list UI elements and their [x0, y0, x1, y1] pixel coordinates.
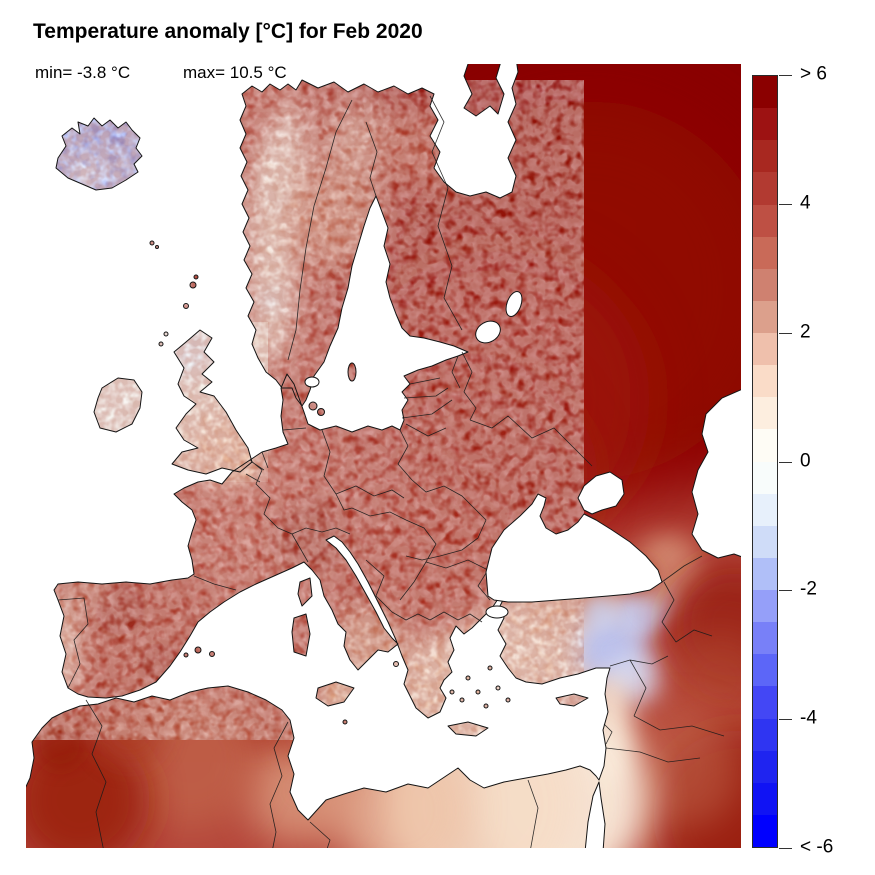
colorbar-segment: [753, 461, 777, 494]
colorbar-segment: [753, 429, 777, 462]
colorbar-tick-mark: [779, 590, 792, 592]
country-borders: [57, 95, 725, 848]
colorbar-segment: [753, 140, 777, 173]
lake-ladoga: [475, 320, 501, 344]
colorbar-segment: [753, 172, 777, 205]
colorbar-legend: > 6 4 2 0 -2 -4 < -6: [752, 64, 833, 858]
sea-of-marmara: [485, 605, 509, 619]
colorbar-segment: [753, 718, 777, 751]
colorbar-tick-label: -4: [800, 707, 817, 729]
colorbar-tick-mark: [779, 203, 792, 205]
colorbar-tick-mark: [779, 848, 792, 849]
max-value-label: max= 10.5 °C: [183, 63, 287, 82]
sea-of-azov: [577, 471, 625, 515]
colorbar-segment: [753, 236, 777, 269]
colorbar-segment: [753, 333, 777, 366]
colorbar-segment: [753, 750, 777, 783]
mottle-texture-dark: [26, 80, 584, 740]
colorbar-segment: [753, 300, 777, 333]
colorbar-segment: [753, 108, 777, 141]
colorbar-segment: [753, 654, 777, 687]
lake-vanern: [304, 376, 320, 388]
colorbar-tick-label: < -6: [800, 836, 834, 858]
black-sea: [485, 493, 663, 603]
colorbar-segment: [753, 557, 777, 590]
colorbar-segment: [753, 622, 777, 655]
colorbar-segment: [753, 493, 777, 526]
colorbar-segment: [753, 782, 777, 815]
colorbar-segment: [753, 365, 777, 398]
colorbar-tick-label: 4: [800, 192, 811, 214]
colorbar-segment: [753, 204, 777, 237]
colorbar-segment: [753, 686, 777, 719]
colorbar-tick-label: 0: [800, 450, 811, 472]
colorbar-tick-mark: [779, 75, 792, 76]
colorbar-segment: [753, 590, 777, 623]
colorbar-segment: [753, 397, 777, 430]
inland-seas: [304, 291, 741, 619]
colorbar-segment: [753, 268, 777, 301]
page-title: Temperature anomaly [°C] for Feb 2020: [33, 20, 423, 43]
colorbar-tick-mark: [779, 461, 792, 463]
caspian-sea: [691, 389, 741, 559]
colorbar-segment: [753, 525, 777, 558]
colorbar: [752, 75, 778, 848]
colorbar-tick-label: -2: [800, 578, 817, 600]
min-value-label: min= -3.8 °C: [35, 63, 131, 82]
colorbar-tick-label: 2: [800, 321, 811, 343]
colorbar-segment: [753, 814, 777, 847]
colorbar-tick-label: > 6: [800, 63, 827, 85]
lake-onega: [505, 291, 523, 317]
colorbar-tick-mark: [779, 332, 792, 334]
colorbar-segment: [753, 76, 777, 109]
coastlines: [26, 64, 741, 848]
colorbar-tick-mark: [779, 719, 792, 721]
